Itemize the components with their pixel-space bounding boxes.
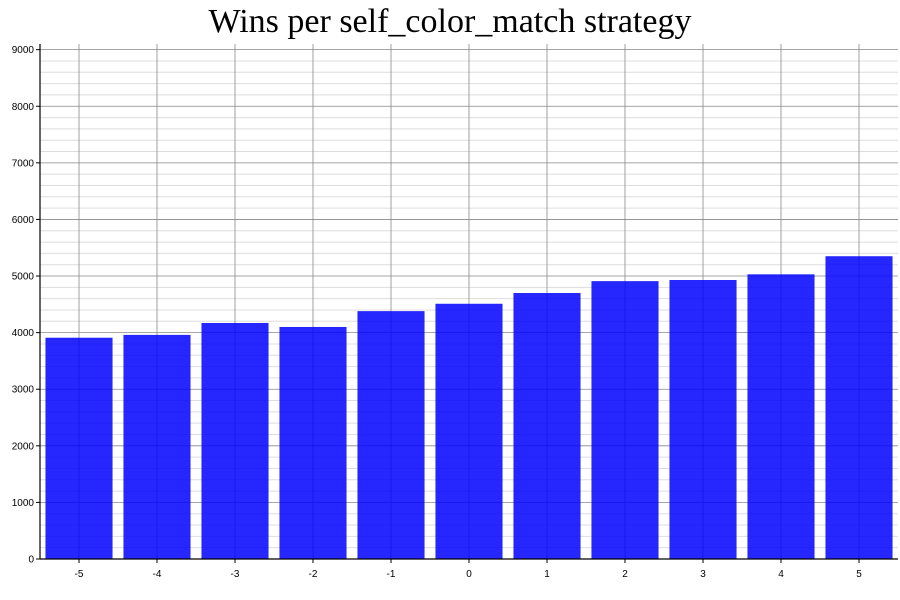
bar--2 [279,326,347,559]
bar-4 [747,274,815,559]
y-tick-label: 7000 [12,158,35,169]
bar-1 [513,293,581,559]
y-tick-label: 4000 [12,328,35,339]
bar-5 [825,256,893,559]
x-tick-label: 0 [466,569,472,580]
x-tick-label: 4 [778,569,784,580]
bar-2 [591,281,659,559]
bar-0 [435,303,503,559]
bar--3 [201,323,269,559]
y-tick-label: 5000 [12,272,35,283]
y-tick-label: 8000 [12,102,35,113]
bar--5 [45,337,113,559]
x-tick-label: 5 [856,569,862,580]
y-tick-labels: 0 1000 2000 3000 4000 5000 6000 7000 8000 9000 [12,45,40,566]
y-tick-label: 3000 [12,385,35,396]
y-tick-label: 0 [28,555,34,566]
x-tick-labels: -5 -4 -3 -2 -1 0 1 2 3 4 5 [75,559,862,580]
y-tick-label: 6000 [12,215,35,226]
y-tick-label: 1000 [12,498,35,509]
x-tick-label: 3 [700,569,706,580]
y-tick-label: 9000 [12,45,35,56]
x-tick-label: -2 [309,569,318,580]
x-tick-label: 2 [622,569,628,580]
x-tick-label: -5 [75,569,84,580]
bar--1 [357,311,425,559]
x-tick-label: -4 [153,569,162,580]
chart-title: Wins per self_color_match strategy [208,3,692,40]
x-tick-label: 1 [544,569,550,580]
bar--4 [123,334,191,559]
bar-3 [669,279,737,559]
bars-group [45,256,893,559]
y-tick-label: 2000 [12,441,35,452]
x-tick-label: -3 [231,569,240,580]
x-tick-label: -1 [387,569,396,580]
